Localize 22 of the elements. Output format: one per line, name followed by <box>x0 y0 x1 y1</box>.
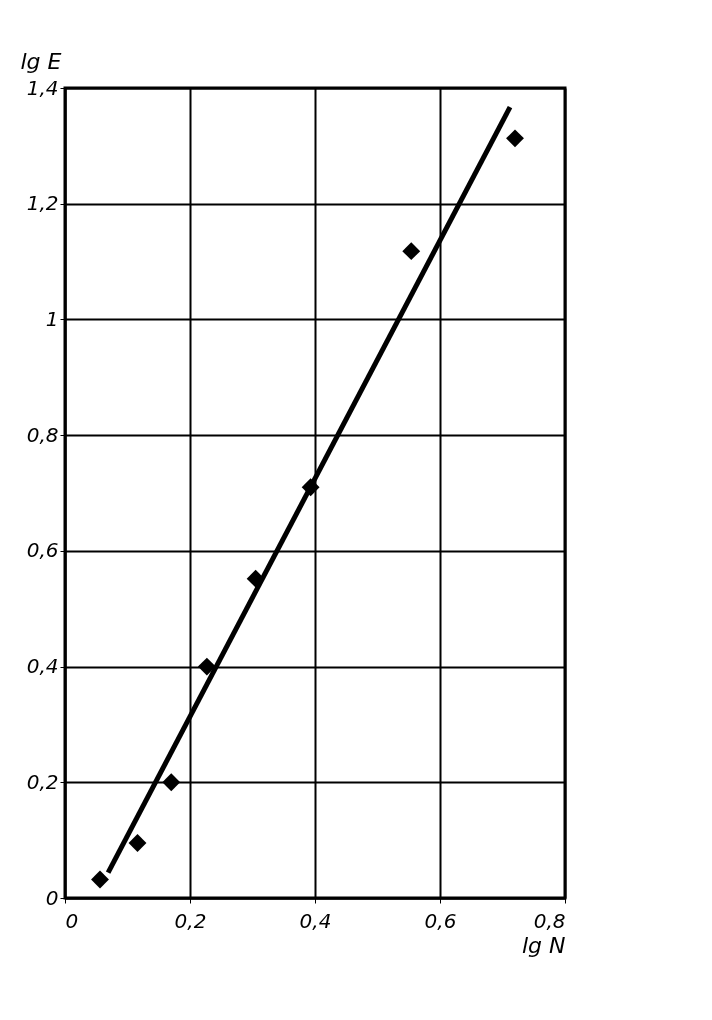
point <box>91 870 109 889</box>
point <box>197 657 216 676</box>
x-tick-label: 0,8 <box>533 908 566 933</box>
point <box>301 478 320 497</box>
point <box>162 773 181 792</box>
y-tick-label: 0,6 <box>26 538 59 563</box>
x-axis-title: lg N <box>521 932 566 958</box>
y-tick-label: 1,2 <box>26 191 59 216</box>
point <box>402 242 421 261</box>
y-tick-label: 0,8 <box>26 422 59 447</box>
x-tick-label: 0,2 <box>174 908 207 933</box>
y-tick-label: 1 <box>45 306 59 331</box>
point <box>506 129 524 148</box>
point <box>128 834 147 852</box>
x-tick-label: 0,4 <box>299 908 332 933</box>
y-axis-title: lg E <box>20 48 62 74</box>
y-tick-label: 0,2 <box>26 769 59 794</box>
y-tick-label: 0 <box>45 885 59 910</box>
x-tick-label: 0 <box>65 908 79 933</box>
y-tick-label: 1,4 <box>26 75 59 100</box>
x-tick-label: 0,6 <box>424 908 457 933</box>
y-tick-label: 0,4 <box>26 654 59 679</box>
